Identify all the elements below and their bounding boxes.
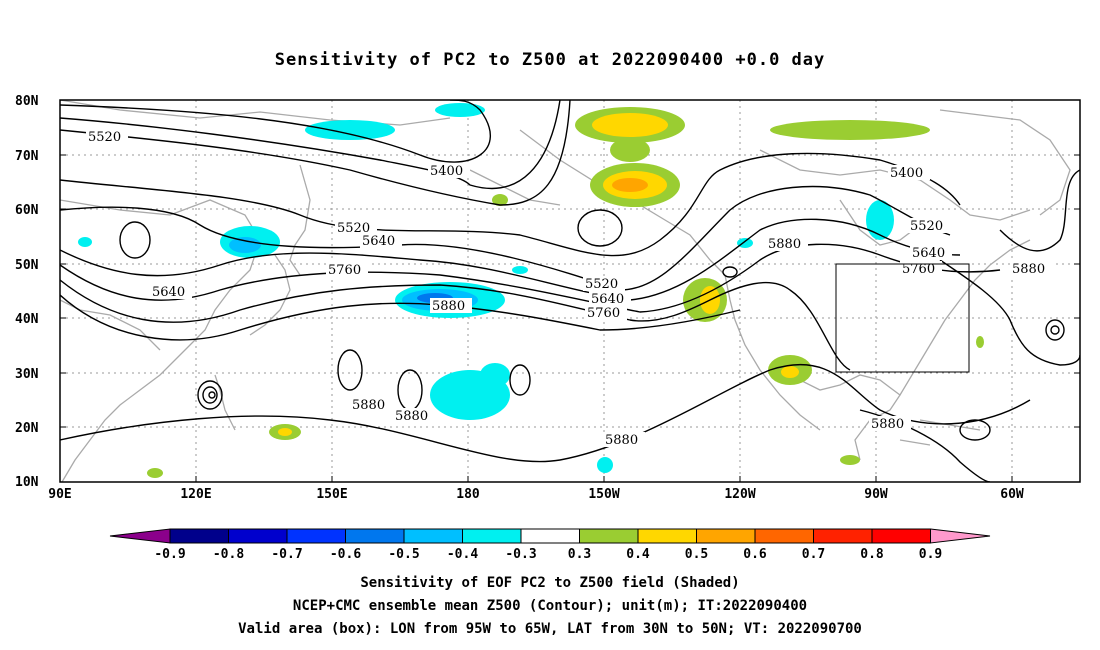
lon-label: 120E	[180, 487, 211, 502]
colorbar-tick-label: 0.3	[568, 547, 591, 562]
lat-label: 60N	[15, 203, 39, 218]
contour-label: 5520	[585, 277, 618, 292]
contour-labels: 5520 5400 5400 5520 5640 5880 5760 5640 …	[86, 129, 1052, 448]
map-frame	[59, 99, 1081, 483]
colorbar-tick-label: 0.4	[626, 547, 650, 562]
lon-label: 90E	[48, 487, 71, 502]
lat-label: 80N	[15, 94, 39, 109]
colorbar-tick-label: -0.6	[330, 547, 361, 562]
contour-label: 5880	[395, 409, 428, 424]
lat-label: 30N	[15, 367, 39, 382]
colorbar-min-arrow	[109, 528, 171, 544]
contour-label: 5880	[432, 299, 465, 314]
positive-sensitivity-shading	[147, 107, 984, 478]
lat-label: 70N	[15, 149, 39, 164]
lon-label: 90W	[864, 487, 888, 502]
colorbar-swatch	[345, 528, 405, 544]
colorbar-tick-label: -0.8	[213, 547, 244, 562]
colorbar-swatch	[169, 528, 229, 544]
colorbar-tick-label: 0.8	[860, 547, 884, 562]
contour-label: 5880	[605, 433, 638, 448]
longitude-labels: 90E 120E 150E 180 150W 120W 90W 60W	[48, 487, 1024, 502]
colorbar-swatch	[637, 528, 697, 544]
latitude-labels: 80N 70N 60N 50N 40N 30N 20N 10N	[15, 94, 39, 490]
contour-label: 5640	[362, 234, 395, 249]
contour-label: 5640	[591, 292, 624, 307]
colorbar-swatch	[696, 528, 756, 544]
contour-label: 5760	[587, 306, 620, 321]
colorbar-swatch	[579, 528, 639, 544]
axis-ticks	[60, 99, 1080, 482]
contour-label: 5520	[910, 219, 943, 234]
colorbar: -0.9 -0.8 -0.7 -0.6 -0.5 -0.4 -0.3 0.3 0…	[109, 528, 991, 562]
z500-contours	[60, 100, 1080, 482]
contour-label: 5880	[352, 398, 385, 413]
contour-label: 5880	[871, 417, 904, 432]
colorbar-swatch	[754, 528, 814, 544]
colorbar-tick-label: -0.3	[505, 547, 536, 562]
colorbar-swatch	[813, 528, 873, 544]
colorbar-swatch	[403, 528, 463, 544]
lon-label: 150E	[316, 487, 347, 502]
valid-area-box	[835, 263, 970, 373]
caption-line-2: NCEP+CMC ensemble mean Z500 (Contour); u…	[292, 598, 808, 614]
lon-label: 150W	[588, 487, 619, 502]
contour-label: 5400	[890, 166, 923, 181]
colorbar-swatch	[286, 528, 346, 544]
lat-label: 40N	[15, 312, 39, 327]
contour-label: 5880	[1012, 262, 1045, 277]
colorbar-tick-label: -0.5	[388, 547, 419, 562]
caption-line-1: Sensitivity of EOF PC2 to Z500 field (Sh…	[360, 575, 740, 591]
lat-label: 20N	[15, 421, 39, 436]
contour-label: 5760	[902, 262, 935, 277]
contour-label: 5520	[337, 221, 370, 236]
contour-label: 5880	[768, 237, 801, 252]
coastlines	[60, 100, 1071, 482]
lon-label: 180	[456, 487, 480, 502]
colorbar-swatch	[871, 528, 931, 544]
colorbar-tick-label: 0.5	[685, 547, 708, 562]
colorbar-tick-label: -0.7	[271, 547, 302, 562]
colorbar-tick-label: 0.6	[743, 547, 767, 562]
grid-lines	[60, 100, 1080, 482]
colorbar-tick-label: -0.4	[447, 547, 478, 562]
colorbar-tick-label: 0.7	[802, 547, 825, 562]
contour-label: 5520	[88, 130, 121, 145]
plot-title: Sensitivity of PC2 to Z500 at 2022090400…	[274, 50, 826, 70]
colorbar-tick-label: -0.9	[154, 547, 185, 562]
colorbar-swatch	[520, 528, 580, 544]
contour-label: 5760	[328, 263, 361, 278]
negative-sensitivity-shading	[78, 103, 894, 473]
contour-label: 5640	[912, 246, 945, 261]
contour-label: 5400	[430, 164, 463, 179]
colorbar-tick-label: 0.9	[919, 547, 942, 562]
colorbar-max-arrow	[930, 528, 991, 544]
caption-line-3: Valid area (box): LON from 95W to 65W, L…	[238, 621, 862, 637]
contour-label: 5640	[152, 285, 185, 300]
colorbar-swatch	[462, 528, 522, 544]
lon-label: 120W	[724, 487, 755, 502]
lat-label: 50N	[15, 258, 39, 273]
lat-label: 10N	[15, 475, 39, 490]
lon-label: 60W	[1000, 487, 1024, 502]
colorbar-swatch	[228, 528, 288, 544]
